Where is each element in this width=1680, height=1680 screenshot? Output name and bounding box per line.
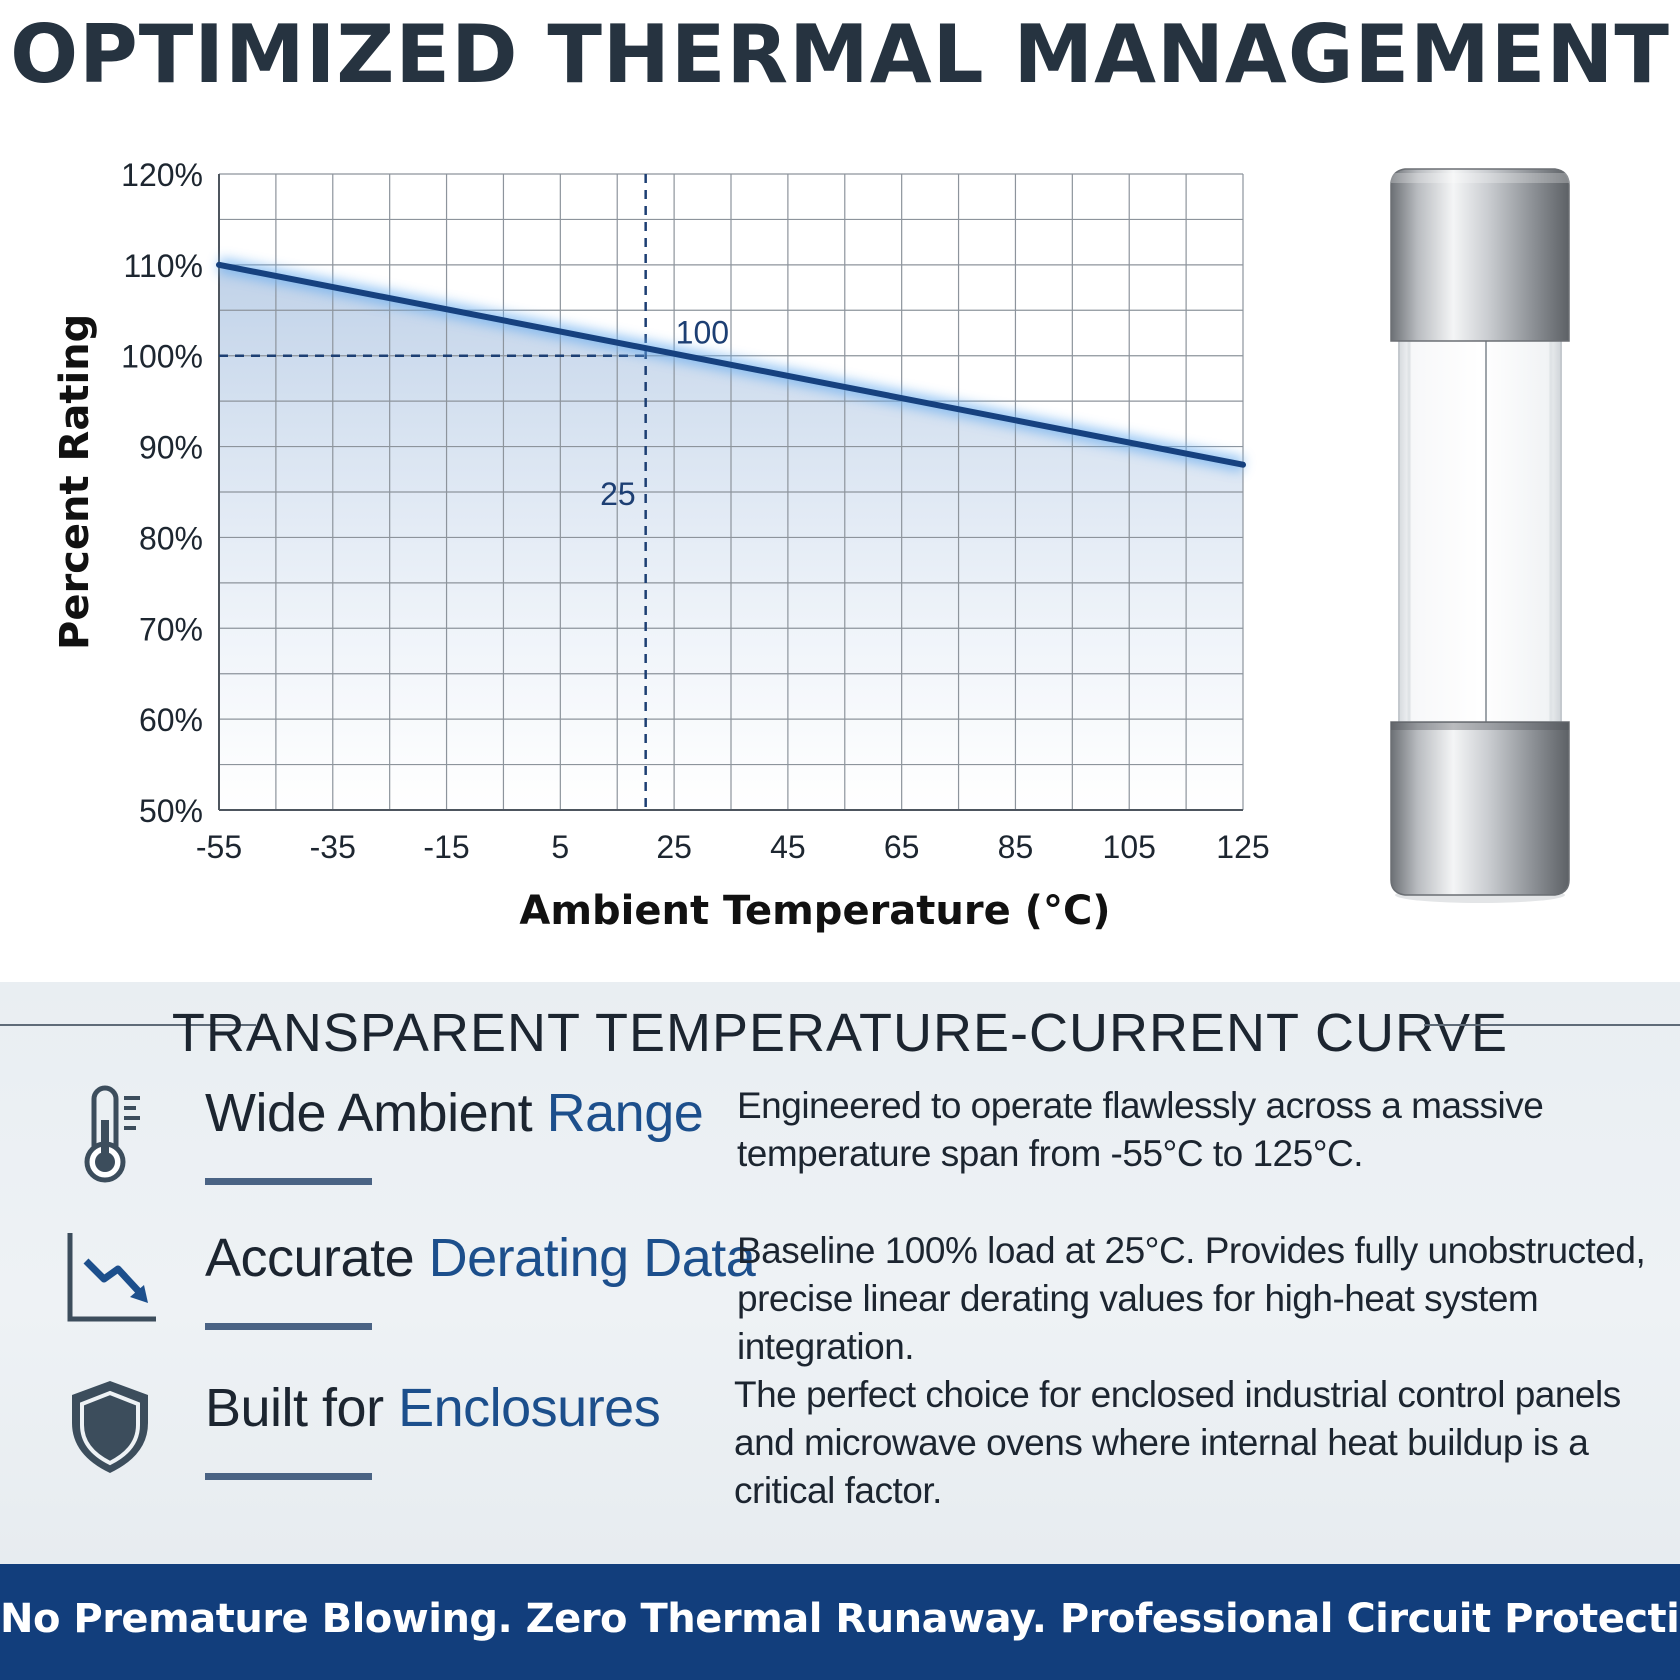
y-tick-label: 100%	[121, 339, 203, 375]
point-annotation: 100	[676, 315, 729, 351]
derating-chart-icon	[67, 1233, 156, 1322]
x-marker-annotation: 25	[600, 476, 636, 512]
x-tick-label: -15	[423, 829, 469, 865]
x-axis-label: Ambient Temperature (°C)	[519, 888, 1111, 934]
x-tick-label: 105	[1103, 829, 1156, 865]
feature-underline	[205, 1473, 372, 1480]
title-rule-right	[1424, 1024, 1680, 1026]
feature-title: Accurate Derating Data	[205, 1228, 756, 1288]
y-axis-label: Percent Rating	[52, 313, 98, 650]
y-tick-label: 60%	[139, 702, 203, 738]
feature-description: Engineered to operate flawlessly across …	[737, 1085, 1544, 1174]
y-tick-label: 50%	[139, 793, 203, 829]
page-headline: OPTIMIZED THERMAL MANAGEMENT	[10, 8, 1670, 101]
y-tick-label: 90%	[139, 430, 203, 466]
x-tick-label: 85	[998, 829, 1034, 865]
thermometer-icon	[84, 1085, 140, 1183]
y-tick-label: 110%	[124, 248, 203, 284]
feature-underline	[205, 1323, 372, 1330]
glass-fuse-image	[1390, 168, 1570, 903]
feature-underline	[205, 1178, 372, 1185]
bottom-banner: No Premature Blowing. Zero Thermal Runaw…	[0, 1564, 1680, 1680]
x-tick-label: 65	[884, 829, 920, 865]
shield-icon	[72, 1381, 148, 1473]
x-tick-label: -35	[310, 829, 356, 865]
x-tick-label: 45	[770, 829, 806, 865]
feature-wide-ambient-range: Wide Ambient Range Engineered to operate…	[0, 1082, 1680, 1222]
feature-title: Wide Ambient Range	[205, 1083, 704, 1143]
x-tick-label: 5	[551, 829, 569, 865]
feature-description: The perfect choice for enclosed industri…	[734, 1374, 1621, 1511]
x-tick-label: -55	[196, 829, 242, 865]
features-panel: TRANSPARENT TEMPERATURE-CURRENT CURVE Wi…	[0, 982, 1680, 1564]
x-tick-label: 25	[656, 829, 692, 865]
y-tick-label: 70%	[139, 611, 203, 647]
section-title: TRANSPARENT TEMPERATURE-CURRENT CURVE	[171, 1003, 1509, 1063]
feature-built-for-enclosures: Built for Enclosures The perfect choice …	[0, 1374, 1680, 1517]
banner-text: No Premature Blowing. Zero Thermal Runaw…	[0, 1596, 1680, 1642]
series-line	[216, 261, 1246, 468]
x-tick-label: 125	[1216, 829, 1269, 865]
feature-title: Built for Enclosures	[205, 1378, 661, 1438]
y-tick-label: 80%	[139, 520, 203, 556]
y-tick-label: 120%	[121, 157, 203, 193]
feature-accurate-derating-data: Accurate Derating Data Baseline 100% loa…	[0, 1227, 1680, 1367]
title-rule-left	[0, 1024, 256, 1026]
feature-description: Baseline 100% load at 25°C. Provides ful…	[737, 1230, 1646, 1367]
derating-chart: 120% 110% 100% 90% 80% 70% 60% 50%-55 -35 -15 5 25 4…	[121, 157, 1270, 865]
